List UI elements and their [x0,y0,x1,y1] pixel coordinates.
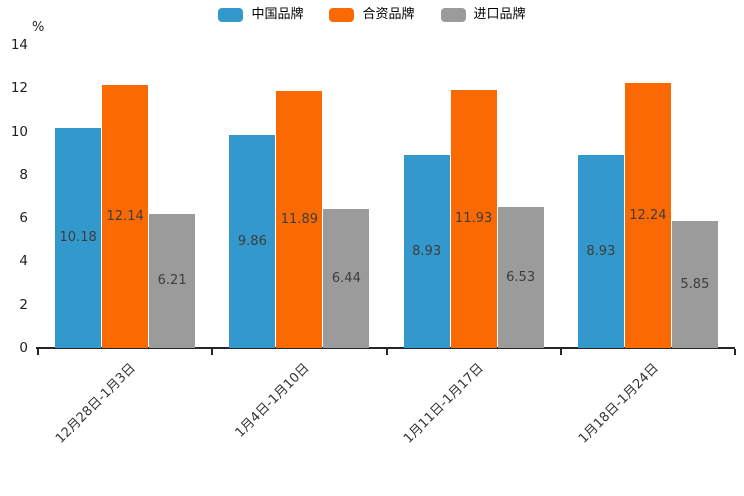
legend-label: 合资品牌 [362,7,415,22]
legend-label: 中国品牌 [251,7,304,22]
bar-合资品牌-3: 12.24 [624,83,671,348]
bar-合资品牌-1: 11.89 [276,90,323,348]
bar-value-label: 6.21 [157,273,187,289]
bar-value-label: 10.18 [59,230,97,246]
y-tick-label: 14 [10,37,28,53]
x-category-label: 12月28日-1月3日 [52,360,139,447]
bar-中国品牌-0: 10.18 [55,127,102,348]
y-tick-label: 10 [10,123,28,140]
x-axis-line [36,347,735,349]
legend-swatch-icon [440,8,466,22]
bar-value-label: 6.53 [506,269,536,285]
legend-label: 进口品牌 [473,7,526,22]
x-category-label: 1月18日-1月24日 [575,360,662,447]
y-tick-label: 12 [10,80,28,97]
legend-item-2[interactable]: 进口品牌 [440,7,526,22]
x-axis-tick-mark [734,349,736,355]
y-axis-unit-label: % [32,20,45,35]
x-axis-tick-mark [211,349,214,355]
x-category-label: 1月11日-1月17日 [401,360,488,447]
chart-legend: 中国品牌 合资品牌 进口品牌 [0,8,744,22]
legend-item-0[interactable]: 中国品牌 [218,8,303,22]
bar-中国品牌-2: 8.93 [403,154,450,348]
bar-进口品牌-0: 6.21 [149,213,196,348]
y-tick-label: 8 [19,166,28,183]
legend-item-1[interactable]: 合资品牌 [329,7,415,22]
bar-进口品牌-3: 5.85 [671,221,718,348]
bar-中国品牌-3: 8.93 [577,154,624,348]
y-tick-label: 0 [19,340,28,356]
bar-value-label: 6.44 [331,270,361,286]
x-category-label: 1月4日-1月10日 [232,360,313,441]
bar-value-label: 11.93 [455,211,493,227]
x-axis-tick-mark [37,349,39,355]
legend-swatch-icon [329,8,355,22]
y-tick-label: 4 [19,253,28,270]
bar-合资品牌-2: 11.93 [450,89,497,348]
bar-value-label: 8.93 [412,243,442,259]
x-axis-tick-mark [559,349,562,355]
bar-进口品牌-1: 6.44 [323,208,370,348]
bar-value-label: 12.14 [106,209,144,225]
legend-swatch-icon [218,8,244,22]
bar-value-label: 12.24 [629,208,667,224]
bar-value-label: 9.86 [237,233,267,249]
y-tick-label: 6 [19,210,28,227]
bar-合资品牌-0: 12.14 [102,85,149,348]
bar-进口品牌-2: 6.53 [497,206,544,348]
bar-value-label: 8.93 [586,243,616,259]
bar-中国品牌-1: 9.86 [229,134,276,348]
bar-value-label: 5.85 [680,277,710,293]
x-axis-tick-mark [385,349,388,355]
y-tick-label: 2 [19,296,28,313]
bar-value-label: 11.89 [280,211,318,227]
